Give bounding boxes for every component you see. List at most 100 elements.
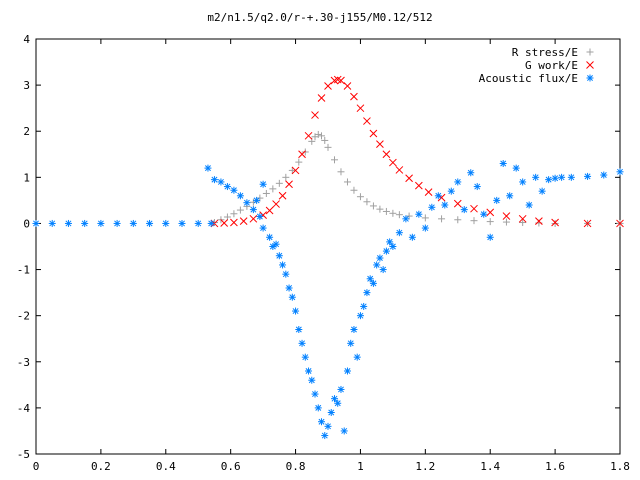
data-point xyxy=(113,219,121,227)
data-point xyxy=(317,94,326,102)
data-point xyxy=(408,233,416,241)
data-point xyxy=(389,209,397,217)
data-point xyxy=(330,395,338,403)
data-point xyxy=(262,189,270,197)
data-point xyxy=(600,171,608,179)
data-point xyxy=(220,219,229,227)
data-point xyxy=(363,117,371,125)
data-point xyxy=(298,339,306,347)
data-point xyxy=(275,179,283,187)
data-point xyxy=(288,166,296,174)
data-point xyxy=(324,82,332,90)
legend-marker xyxy=(586,74,594,82)
data-point xyxy=(236,206,244,214)
data-point xyxy=(269,185,277,193)
data-point xyxy=(473,183,481,191)
data-point xyxy=(532,173,540,181)
data-point xyxy=(334,399,342,407)
data-point xyxy=(230,218,238,227)
data-point xyxy=(285,284,293,292)
data-point xyxy=(314,130,322,138)
data-point xyxy=(382,207,390,215)
data-point xyxy=(324,143,332,151)
data-point xyxy=(223,183,231,191)
data-point xyxy=(360,302,368,310)
data-point xyxy=(301,148,309,156)
data-point xyxy=(470,217,478,225)
series-2 xyxy=(32,160,624,440)
data-point xyxy=(259,224,267,232)
data-point xyxy=(369,279,377,287)
data-point xyxy=(454,178,462,186)
data-point xyxy=(493,196,501,204)
data-point xyxy=(441,201,449,209)
data-point xyxy=(519,219,527,227)
x-tick-label: 1.6 xyxy=(545,460,565,473)
data-point xyxy=(311,390,319,398)
data-point xyxy=(275,252,283,260)
data-point xyxy=(379,266,387,274)
data-point xyxy=(269,243,277,250)
data-point xyxy=(217,178,225,186)
data-point xyxy=(305,367,313,375)
x-tick-label: 1 xyxy=(357,460,364,473)
data-point xyxy=(366,275,374,283)
data-point xyxy=(48,219,56,227)
data-point xyxy=(356,193,364,201)
data-point xyxy=(389,158,397,167)
data-point xyxy=(256,213,264,221)
data-point xyxy=(146,219,154,227)
chart-title: m2/n1.5/q2.0/r-+.30-j155/M0.12/512 xyxy=(207,11,432,24)
legend-marker xyxy=(586,48,594,56)
data-point xyxy=(194,219,202,227)
data-point xyxy=(558,173,566,181)
series-1 xyxy=(210,75,624,228)
data-point xyxy=(414,181,423,190)
data-point xyxy=(327,409,335,416)
y-tick-label: 2 xyxy=(23,125,30,138)
y-tick-label: -1 xyxy=(17,264,30,277)
data-point xyxy=(389,243,397,250)
data-point xyxy=(356,312,364,320)
data-point xyxy=(453,199,462,208)
data-point xyxy=(347,339,355,347)
data-point xyxy=(285,180,293,189)
y-tick-label: -4 xyxy=(17,402,31,415)
data-point xyxy=(376,205,384,213)
data-point xyxy=(395,229,403,237)
data-point xyxy=(538,187,546,195)
data-point xyxy=(486,218,494,226)
data-point xyxy=(210,176,218,184)
x-tick-label: 0.6 xyxy=(221,460,241,473)
data-point xyxy=(239,217,248,225)
data-point xyxy=(288,293,296,301)
data-point xyxy=(486,208,495,217)
data-point xyxy=(583,219,592,228)
data-point xyxy=(512,164,520,172)
data-point xyxy=(424,188,433,196)
data-point xyxy=(353,353,361,361)
legend-label: Acoustic flux/E xyxy=(479,72,578,85)
data-point xyxy=(230,186,238,194)
data-point xyxy=(369,129,378,138)
x-tick-label: 0 xyxy=(33,460,40,473)
data-point xyxy=(272,240,280,248)
x-tick-label: 1.8 xyxy=(610,460,630,473)
data-point xyxy=(249,214,258,223)
data-point xyxy=(434,192,442,200)
data-point xyxy=(428,203,436,211)
data-point xyxy=(295,326,303,333)
plot-frame xyxy=(35,38,621,455)
data-point xyxy=(376,254,384,262)
data-point xyxy=(291,166,300,175)
data-point xyxy=(447,187,455,195)
data-point xyxy=(502,218,510,226)
data-point xyxy=(321,432,329,440)
data-point xyxy=(415,210,423,218)
data-point xyxy=(369,202,377,210)
legend-label: R stress/E xyxy=(512,46,578,59)
data-point xyxy=(460,206,468,214)
x-tick-label: 1.4 xyxy=(480,460,500,473)
data-point xyxy=(421,224,429,232)
